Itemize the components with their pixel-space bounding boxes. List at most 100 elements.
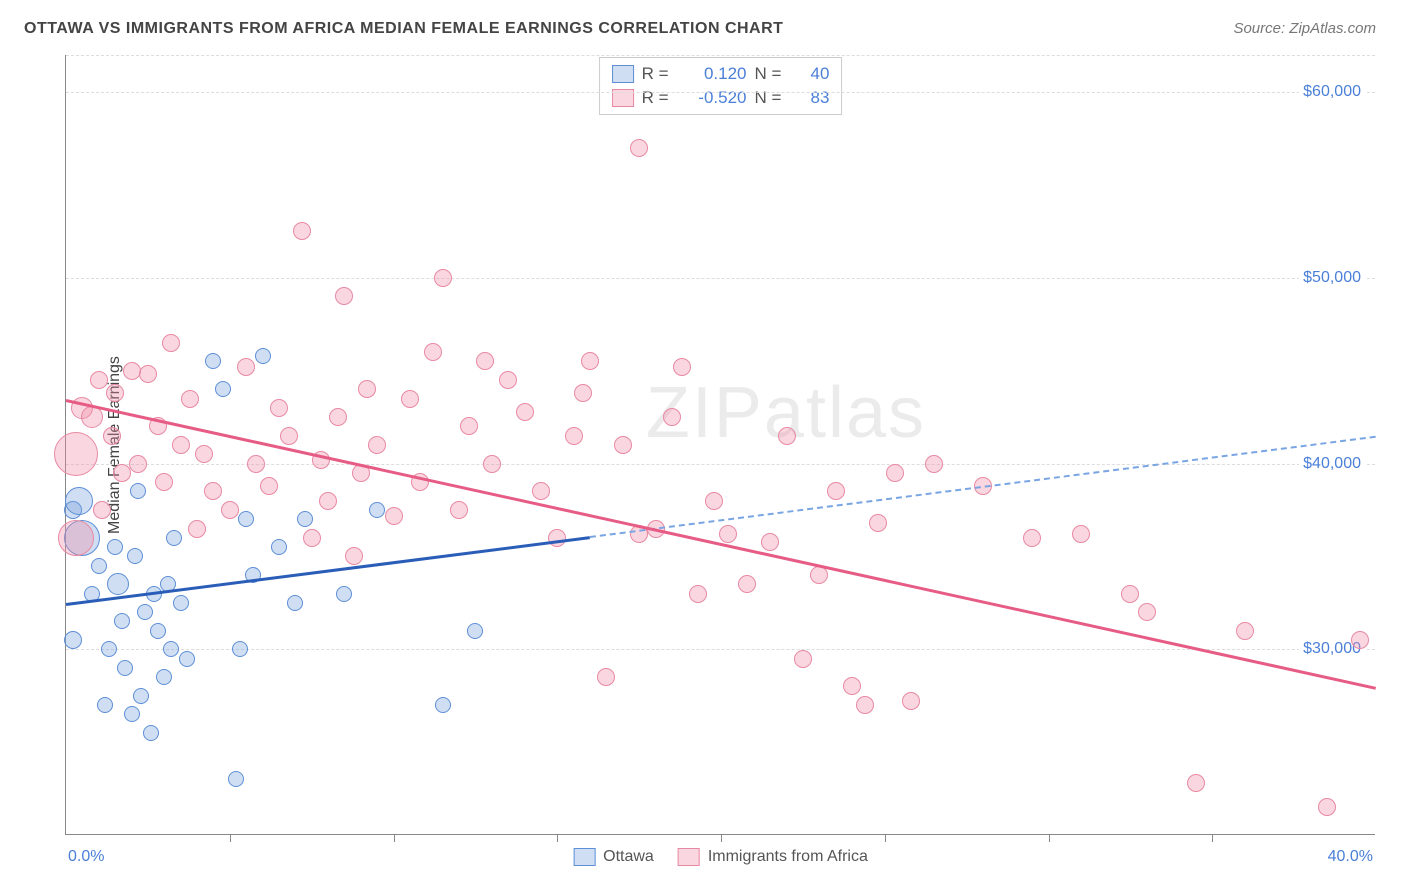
point-immigrants — [516, 403, 534, 421]
legend-label-ottawa: Ottawa — [603, 848, 654, 866]
chart-container: OTTAWA VS IMMIGRANTS FROM AFRICA MEDIAN … — [10, 10, 1396, 882]
point-ottawa — [467, 623, 483, 639]
point-ottawa — [64, 631, 82, 649]
point-ottawa — [97, 697, 113, 713]
legend-swatch-immigrants — [678, 848, 700, 866]
point-immigrants — [886, 464, 904, 482]
point-immigrants — [54, 432, 98, 476]
point-immigrants — [673, 358, 691, 376]
point-immigrants — [270, 399, 288, 417]
stats-row-ottawa: R = 0.120 N = 40 — [612, 62, 830, 86]
point-immigrants — [260, 477, 278, 495]
point-ottawa — [143, 725, 159, 741]
x-tick — [394, 834, 395, 842]
source-attribution: Source: ZipAtlas.com — [1233, 20, 1376, 37]
point-ottawa — [297, 511, 313, 527]
point-immigrants — [247, 455, 265, 473]
point-ottawa — [255, 348, 271, 364]
point-immigrants — [58, 520, 94, 556]
point-ottawa — [107, 573, 129, 595]
point-immigrants — [630, 139, 648, 157]
point-immigrants — [1138, 603, 1156, 621]
point-ottawa — [117, 660, 133, 676]
point-immigrants — [810, 566, 828, 584]
legend-swatch-ottawa — [573, 848, 595, 866]
point-immigrants — [794, 650, 812, 668]
point-ottawa — [287, 595, 303, 611]
chart-title: OTTAWA VS IMMIGRANTS FROM AFRICA MEDIAN … — [24, 20, 783, 38]
point-immigrants — [335, 287, 353, 305]
trendline-ottawa-dashed — [590, 436, 1376, 538]
plot-area: Median Female Earnings ZIPatlas R = 0.12… — [65, 55, 1375, 835]
point-immigrants — [319, 492, 337, 510]
point-immigrants — [532, 482, 550, 500]
point-immigrants — [460, 417, 478, 435]
point-ottawa — [238, 511, 254, 527]
point-immigrants — [1318, 798, 1336, 816]
point-ottawa — [91, 558, 107, 574]
point-immigrants — [663, 408, 681, 426]
point-immigrants — [139, 365, 157, 383]
point-immigrants — [81, 406, 103, 428]
point-immigrants — [188, 520, 206, 538]
legend-item-ottawa: Ottawa — [573, 848, 654, 866]
legend-label-immigrants: Immigrants from Africa — [708, 848, 868, 866]
point-ottawa — [124, 706, 140, 722]
point-immigrants — [129, 455, 147, 473]
point-immigrants — [90, 371, 108, 389]
point-ottawa — [133, 688, 149, 704]
gridline — [66, 649, 1375, 650]
x-tick — [885, 834, 886, 842]
x-tick — [230, 834, 231, 842]
point-immigrants — [581, 352, 599, 370]
r-label: R = — [642, 62, 669, 86]
legend-item-immigrants: Immigrants from Africa — [678, 848, 868, 866]
point-ottawa — [271, 539, 287, 555]
bottom-legend: Ottawa Immigrants from Africa — [573, 848, 868, 866]
point-immigrants — [113, 464, 131, 482]
n-value-ottawa: 40 — [789, 62, 829, 86]
gridline — [66, 55, 1375, 56]
point-immigrants — [1187, 774, 1205, 792]
point-immigrants — [293, 222, 311, 240]
point-immigrants — [237, 358, 255, 376]
point-immigrants — [93, 501, 111, 519]
point-immigrants — [368, 436, 386, 454]
gridline — [66, 278, 1375, 279]
point-immigrants — [1236, 622, 1254, 640]
point-ottawa — [130, 483, 146, 499]
r-value-ottawa: 0.120 — [677, 62, 747, 86]
point-immigrants — [385, 507, 403, 525]
point-immigrants — [424, 343, 442, 361]
point-ottawa — [156, 669, 172, 685]
n-label: N = — [755, 62, 782, 86]
point-immigrants — [719, 525, 737, 543]
point-ottawa — [114, 613, 130, 629]
point-ottawa — [137, 604, 153, 620]
point-immigrants — [843, 677, 861, 695]
point-immigrants — [614, 436, 632, 454]
x-tick — [557, 834, 558, 842]
point-immigrants — [689, 585, 707, 603]
point-ottawa — [65, 487, 93, 515]
r-label: R = — [642, 86, 669, 110]
x-tick — [721, 834, 722, 842]
point-ottawa — [435, 697, 451, 713]
x-axis-max-label: 40.0% — [1328, 848, 1373, 866]
y-tick-label: $60,000 — [1299, 83, 1365, 101]
point-immigrants — [450, 501, 468, 519]
y-tick-label: $40,000 — [1299, 455, 1365, 473]
gridline — [66, 92, 1375, 93]
point-ottawa — [150, 623, 166, 639]
stats-row-immigrants: R = -0.520 N = 83 — [612, 86, 830, 110]
point-immigrants — [1121, 585, 1139, 603]
point-immigrants — [902, 692, 920, 710]
point-ottawa — [166, 530, 182, 546]
point-immigrants — [358, 380, 376, 398]
x-tick — [1049, 834, 1050, 842]
point-ottawa — [101, 641, 117, 657]
point-immigrants — [345, 547, 363, 565]
point-immigrants — [329, 408, 347, 426]
point-ottawa — [336, 586, 352, 602]
point-immigrants — [778, 427, 796, 445]
